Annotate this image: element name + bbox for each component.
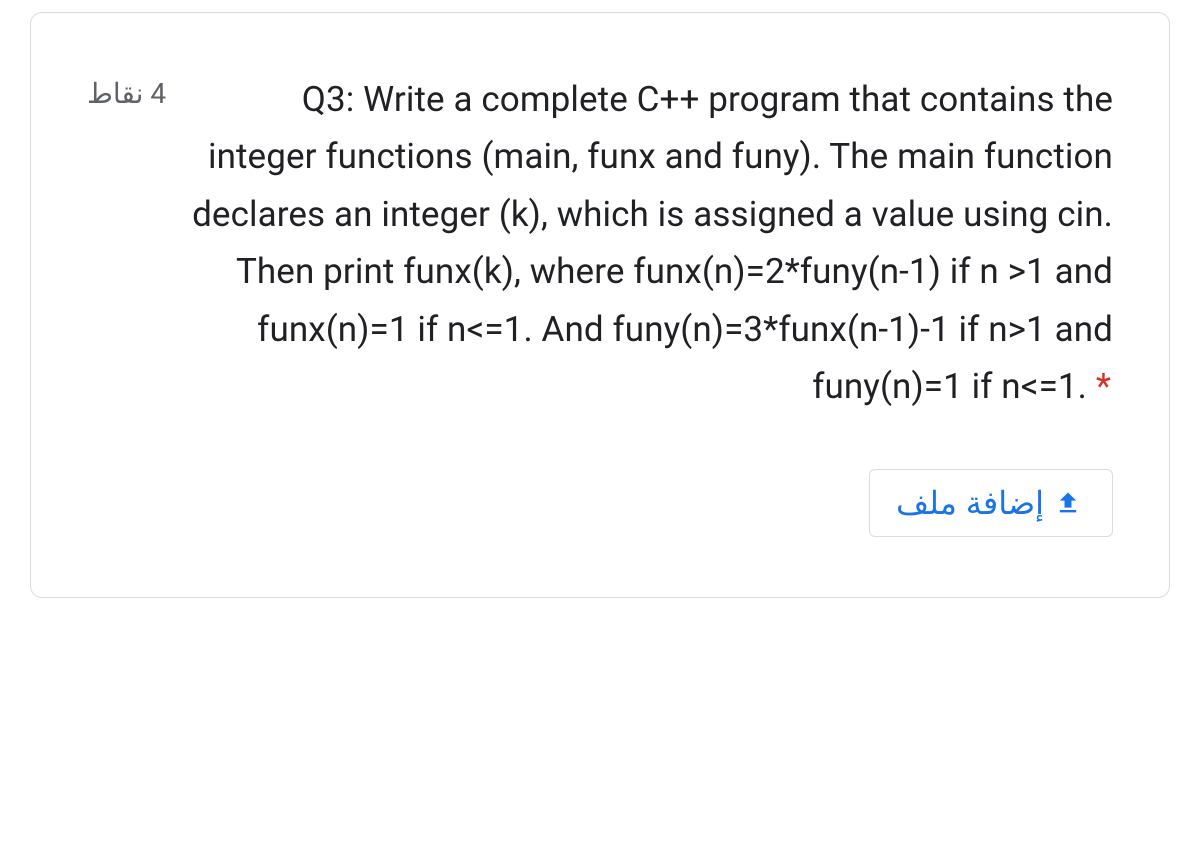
question-card: 4 نقاط Q3: Write a complete C++ program … bbox=[30, 12, 1170, 598]
question-body: Q3: Write a complete C++ program that co… bbox=[192, 79, 1113, 407]
upload-container: إضافة ملف bbox=[87, 469, 1113, 537]
question-row: 4 نقاط Q3: Write a complete C++ program … bbox=[87, 71, 1113, 415]
upload-icon bbox=[1054, 489, 1082, 517]
upload-file-button[interactable]: إضافة ملف bbox=[869, 469, 1113, 537]
points-label: 4 نقاط bbox=[87, 71, 166, 110]
upload-button-label: إضافة ملف bbox=[896, 484, 1044, 522]
required-star: * bbox=[1096, 366, 1111, 407]
question-text: Q3: Write a complete C++ program that co… bbox=[190, 71, 1113, 415]
